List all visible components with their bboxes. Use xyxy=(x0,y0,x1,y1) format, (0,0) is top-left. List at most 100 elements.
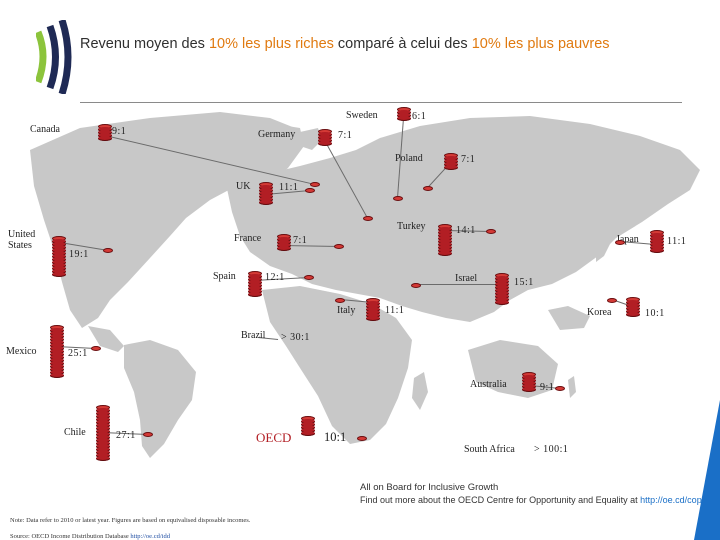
mexico-ratio: 25:1 xyxy=(68,348,88,359)
us-coin xyxy=(52,254,66,259)
sweden-coin xyxy=(397,110,411,115)
korea-coin-stack xyxy=(626,297,640,318)
italy-coin xyxy=(366,304,380,309)
spain-coin xyxy=(248,274,262,279)
south_africa-ratio: > 100:1 xyxy=(534,444,569,455)
board-link[interactable]: http://oe.cd/cope xyxy=(640,495,707,505)
japan-coin xyxy=(650,245,664,250)
oecd-ratio: 10:1 xyxy=(324,430,347,444)
poland-ratio: 7:1 xyxy=(461,154,476,165)
mexico-coin xyxy=(50,346,64,351)
italy-label: Italy xyxy=(337,305,356,316)
us-coin xyxy=(52,263,66,268)
us-coin xyxy=(52,245,66,250)
chile-coin xyxy=(96,408,110,413)
poland-coin-stack xyxy=(444,153,458,171)
israel-coin xyxy=(495,288,509,293)
italy-coin-stack xyxy=(366,298,380,322)
germany-coin xyxy=(318,138,332,143)
us-coin xyxy=(52,239,66,244)
oecd-label: OECD xyxy=(256,430,292,445)
spain-poor-coin xyxy=(304,275,314,280)
chile-coin xyxy=(96,444,110,449)
chile-coin xyxy=(96,453,110,458)
us-label: United States xyxy=(8,229,36,251)
germany-coin-stack xyxy=(318,129,332,147)
israel-coin xyxy=(495,276,509,281)
japan-coin xyxy=(650,242,664,247)
israel-coin xyxy=(495,294,509,299)
us-coin xyxy=(52,266,66,271)
brazil-label: Brazil xyxy=(241,330,266,341)
korea-coin xyxy=(626,306,640,311)
australia-coin-stack xyxy=(522,372,536,393)
spain-coin xyxy=(248,283,262,288)
turkey-ratio: 14:1 xyxy=(456,225,476,236)
mexico-coin xyxy=(50,343,64,348)
japan-coin xyxy=(650,239,664,244)
spain-ratio: 12:1 xyxy=(265,272,285,283)
slide-title: Revenu moyen des 10% les plus riches com… xyxy=(80,36,610,52)
israel-coin xyxy=(495,300,509,305)
france-coin xyxy=(277,243,291,248)
chile-coin xyxy=(96,441,110,446)
spain-coin xyxy=(248,286,262,291)
italy-poor-coin xyxy=(335,298,345,303)
israel-poor-coin xyxy=(411,283,421,288)
germany-coin xyxy=(318,141,332,146)
sweden-poor-coin xyxy=(393,196,403,201)
turkey-coin xyxy=(438,245,452,250)
chile-coin xyxy=(96,438,110,443)
france-ratio: 7:1 xyxy=(293,235,308,246)
italy-ratio: 11:1 xyxy=(385,305,405,316)
uk-coin-stack xyxy=(259,182,273,206)
chile-coin xyxy=(96,426,110,431)
canada-label: Canada xyxy=(30,124,60,135)
title-part-4: 10% les plus pauvres xyxy=(471,36,610,52)
uk-coin xyxy=(259,188,273,193)
sweden-label: Sweden xyxy=(346,110,378,121)
chile-coin-stack xyxy=(96,405,110,462)
mexico-coin xyxy=(50,331,64,336)
chile-coin xyxy=(96,420,110,425)
italy-coin xyxy=(366,310,380,315)
sweden-coin-stack xyxy=(397,107,411,122)
chile-coin xyxy=(96,456,110,461)
spain-coin xyxy=(248,280,262,285)
oecd-coin xyxy=(301,425,315,430)
israel-label: Israel xyxy=(455,273,478,284)
italy-coin xyxy=(366,307,380,312)
mexico-coin xyxy=(50,328,64,333)
mexico-coin-stack xyxy=(50,325,64,379)
korea-coin xyxy=(626,303,640,308)
france-coin xyxy=(277,237,291,242)
source-link[interactable]: http://oe.cd/idd xyxy=(130,533,170,540)
mexico-coin xyxy=(50,337,64,342)
poland-coin xyxy=(444,159,458,164)
germany-poor-coin xyxy=(363,216,373,221)
poland-coin xyxy=(444,162,458,167)
chile-coin xyxy=(96,447,110,452)
turkey-coin xyxy=(438,230,452,235)
germany-coin xyxy=(318,135,332,140)
spain-coin-stack xyxy=(248,271,262,298)
spain-coin xyxy=(248,277,262,282)
poland-coin xyxy=(444,156,458,161)
title-part-2: 10% les plus riches xyxy=(208,36,334,52)
us-coin xyxy=(52,269,66,274)
oecd-coin xyxy=(301,422,315,427)
japan-label: Japan xyxy=(616,234,639,245)
uk-coin xyxy=(259,197,273,202)
chile-coin xyxy=(96,414,110,419)
japan-coin xyxy=(650,233,664,238)
korea-label: Korea xyxy=(587,307,612,318)
mexico-coin xyxy=(50,367,64,372)
title-divider xyxy=(80,102,682,103)
canada-coin-stack xyxy=(98,124,112,142)
korea-coin xyxy=(626,312,640,317)
us-coin-stack xyxy=(52,236,66,278)
us-coin xyxy=(52,248,66,253)
mexico-coin xyxy=(50,358,64,363)
oecd-logo xyxy=(36,20,72,94)
poland-coin xyxy=(444,165,458,170)
